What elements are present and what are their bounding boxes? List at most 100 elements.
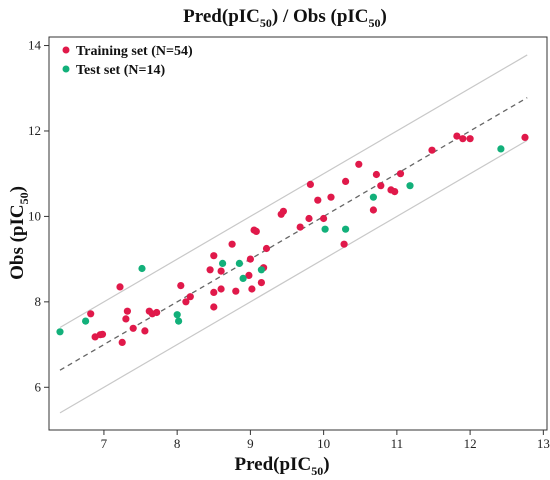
training-point <box>391 188 399 196</box>
training-point <box>320 214 328 223</box>
x-tick-label: 12 <box>464 436 477 451</box>
training-point <box>466 135 474 143</box>
x-axis-ticks: 7 8 9 10 11 12 13 <box>101 430 550 451</box>
training-point <box>306 180 314 188</box>
x-tick-label: 10 <box>317 436 330 451</box>
y-tick-label: 14 <box>28 38 42 53</box>
training-point <box>186 293 194 301</box>
upper-band-line <box>59 54 528 328</box>
test-point <box>219 259 227 267</box>
training-point <box>210 288 218 296</box>
test-point <box>175 317 183 325</box>
test-point <box>138 264 146 273</box>
training-point <box>453 132 461 140</box>
y-axis-label-end: ) <box>7 186 28 192</box>
test-point <box>235 259 243 267</box>
training-point <box>177 282 185 290</box>
y-tick-label: 10 <box>28 208 41 223</box>
training-point <box>279 207 287 215</box>
training-point <box>342 177 350 185</box>
x-tick-label: 11 <box>391 436 404 451</box>
training-point <box>296 223 304 231</box>
training-point <box>314 196 322 204</box>
lower-band-line <box>59 139 528 414</box>
test-point <box>257 266 265 274</box>
test-point <box>406 182 414 190</box>
chart-title-main: Pred(pIC <box>183 6 260 27</box>
training-point <box>257 279 265 287</box>
test-point <box>369 193 377 201</box>
test-point <box>342 225 350 233</box>
y-axis-label: Obs (pIC50) <box>7 186 31 280</box>
training-point <box>141 327 149 335</box>
y-tick-label: 8 <box>35 294 42 309</box>
x-axis-label-end: ) <box>323 454 329 475</box>
training-point <box>232 287 240 295</box>
training-point <box>182 298 190 306</box>
test-point <box>239 274 247 282</box>
training-point <box>396 170 405 178</box>
chart-title-mid: ) / Obs (pIC <box>272 6 369 27</box>
training-point <box>122 315 130 323</box>
training-point <box>305 214 313 223</box>
training-point <box>98 330 107 338</box>
test-point <box>82 317 90 325</box>
identity-line <box>59 97 528 371</box>
legend-label-training: Training set (N=54) <box>76 44 193 59</box>
training-point <box>246 255 254 263</box>
legend-marker-test <box>62 65 70 73</box>
training-point <box>129 324 137 332</box>
x-tick-label: 7 <box>101 436 108 451</box>
test-point <box>56 328 64 336</box>
x-tick-label: 9 <box>247 436 254 451</box>
training-point <box>355 160 363 168</box>
data-points <box>56 132 529 346</box>
training-point <box>210 252 218 260</box>
reference-lines <box>59 54 528 414</box>
training-point <box>118 338 126 346</box>
training-point <box>248 285 256 293</box>
training-point <box>116 283 124 291</box>
training-point <box>521 133 529 141</box>
training-point <box>369 206 377 214</box>
y-axis-ticks: 6 8 10 12 14 <box>28 38 49 394</box>
legend-label-test: Test set (N=14) <box>76 63 165 78</box>
chart-title-end: ) <box>381 6 387 27</box>
training-point <box>252 227 260 235</box>
y-tick-label: 6 <box>35 379 42 394</box>
chart-title-sub2: 50 <box>369 16 381 30</box>
training-point <box>210 303 218 311</box>
chart-title-sub: 50 <box>260 16 272 30</box>
y-axis-label-main: Obs (pIC <box>7 204 28 280</box>
training-point <box>459 135 467 143</box>
plot-frame <box>48 36 548 431</box>
x-tick-label: 13 <box>537 436 550 451</box>
test-point <box>173 311 181 319</box>
x-tick-label: 8 <box>174 436 181 451</box>
training-point <box>217 285 225 293</box>
training-point <box>327 193 335 201</box>
x-axis-label: Pred(pIC50) <box>234 454 329 478</box>
training-point <box>87 310 95 318</box>
x-axis-label-main: Pred(pIC <box>234 454 311 475</box>
training-point <box>262 244 271 253</box>
legend-marker-training <box>62 46 70 54</box>
training-point <box>428 146 436 154</box>
training-point <box>372 170 380 179</box>
training-point <box>217 267 225 275</box>
legend: Training set (N=54) Test set (N=14) <box>62 44 193 78</box>
y-tick-label: 12 <box>28 123 41 138</box>
test-point <box>497 145 505 153</box>
x-axis-label-sub: 50 <box>311 464 323 478</box>
training-point <box>228 240 236 248</box>
training-point <box>123 307 131 315</box>
training-point <box>245 271 253 279</box>
test-point <box>321 225 329 233</box>
chart-title: Pred(pIC50) / Obs (pIC50) <box>183 6 387 30</box>
training-point <box>377 182 385 190</box>
y-axis-label-sub: 50 <box>17 192 31 204</box>
training-point <box>153 308 161 317</box>
training-point <box>340 240 348 248</box>
training-point <box>206 266 214 274</box>
